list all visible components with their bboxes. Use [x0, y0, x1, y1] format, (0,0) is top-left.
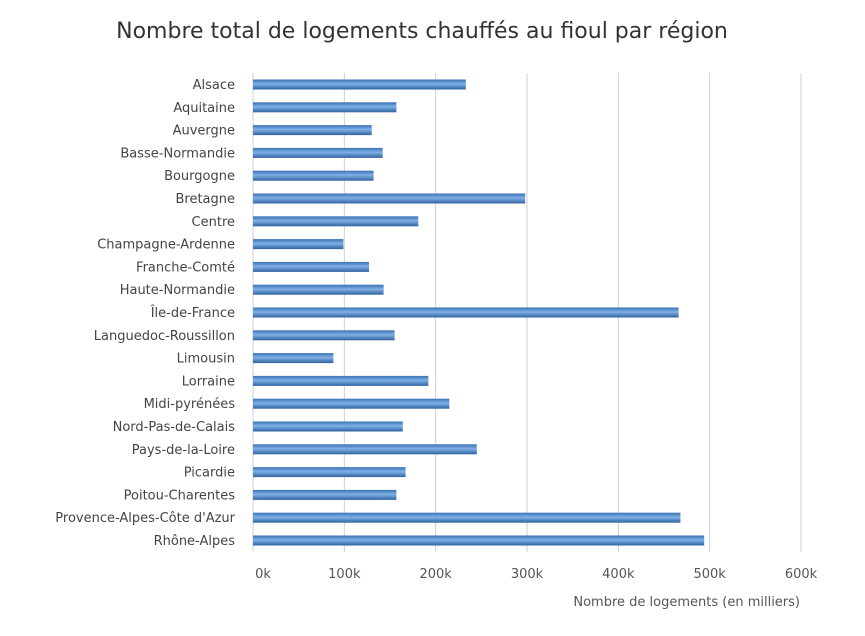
category-label: Nord-Pas-de-Calais	[113, 420, 236, 435]
x-tick-labels: 0k 100k 200k 300k 400k 500k 600k	[255, 567, 818, 582]
category-label: Centre	[192, 215, 235, 230]
bar[interactable]	[253, 261, 369, 272]
x-tick-label: 100k	[328, 567, 361, 582]
category-label: Languedoc-Roussillon	[94, 329, 235, 344]
bar[interactable]	[253, 284, 384, 295]
category-label: Rhône-Alpes	[154, 534, 236, 549]
bars	[253, 79, 705, 546]
bar[interactable]	[253, 307, 679, 318]
category-labels: Alsace Aquitaine Auvergne Basse-Normandie Bo…	[55, 78, 235, 549]
bar[interactable]	[253, 79, 466, 90]
bar[interactable]	[253, 330, 395, 341]
bar[interactable]	[253, 467, 406, 478]
category-label: Bretagne	[175, 192, 235, 207]
x-tick-label: 300k	[511, 567, 544, 582]
category-label: Basse-Normandie	[120, 146, 235, 161]
bar[interactable]	[253, 398, 450, 409]
bar[interactable]	[253, 375, 429, 386]
bar[interactable]	[253, 489, 397, 500]
category-label: Provence-Alpes-Côte d'Azur	[55, 511, 235, 526]
bar[interactable]	[253, 512, 681, 523]
category-label: Auvergne	[173, 124, 235, 139]
category-label: Pays-de-la-Loire	[132, 443, 235, 458]
category-label: Lorraine	[182, 374, 235, 389]
category-label: Bourgogne	[164, 169, 235, 184]
bar[interactable]	[253, 216, 419, 227]
chart-title: Nombre total de logements chauffés au fi…	[116, 19, 728, 44]
category-label: Midi-pyrénées	[144, 397, 236, 412]
category-label: Aquitaine	[173, 101, 235, 116]
bar[interactable]	[253, 125, 372, 136]
bar[interactable]	[253, 239, 344, 250]
category-label: Île-de-France	[150, 305, 235, 321]
category-label: Alsace	[193, 78, 235, 93]
x-tick-label: 0k	[255, 567, 271, 582]
x-tick-label: 600k	[785, 567, 818, 582]
category-label: Champagne-Ardenne	[97, 238, 235, 253]
bar[interactable]	[253, 147, 383, 158]
bar[interactable]	[253, 170, 374, 181]
category-label: Franche-Comté	[136, 260, 235, 275]
category-label: Haute-Normandie	[120, 283, 235, 298]
bar[interactable]	[253, 353, 334, 364]
x-axis-title: Nombre de logements (en milliers)	[573, 595, 800, 610]
x-tick-label: 400k	[602, 567, 635, 582]
category-label: Poitou-Charentes	[124, 488, 236, 503]
x-tick-label: 500k	[693, 567, 726, 582]
category-label: Limousin	[177, 352, 235, 367]
bar[interactable]	[253, 535, 705, 546]
bar[interactable]	[253, 193, 526, 204]
bar[interactable]	[253, 102, 397, 113]
x-tick-label: 200k	[419, 567, 452, 582]
bar[interactable]	[253, 421, 403, 432]
bar[interactable]	[253, 444, 477, 455]
category-label: Picardie	[184, 466, 235, 481]
